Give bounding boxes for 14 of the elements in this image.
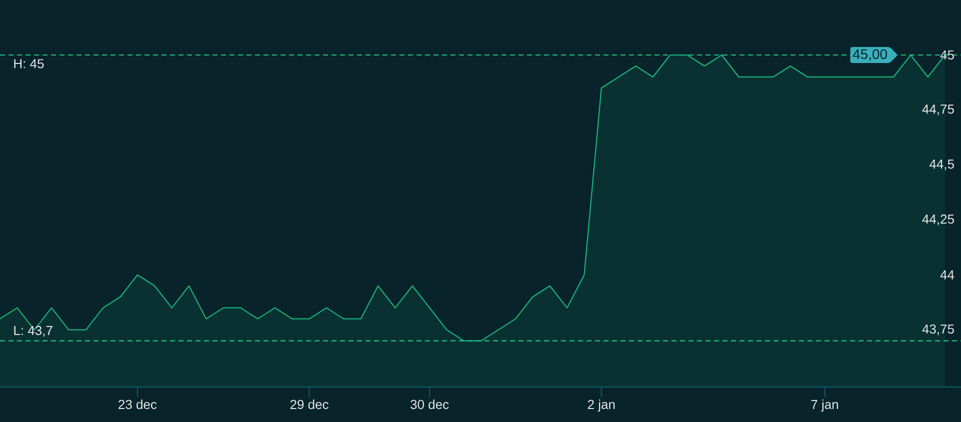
annotation: 45,00 (852, 49, 887, 61)
ref-line-label: L: 43,7 (14, 326, 52, 337)
x-tick-label: 29 dec (290, 400, 328, 410)
y-tick-label: 44,5 (929, 160, 954, 170)
y-tick-label: 44,25 (922, 214, 954, 226)
y-tick-label: 43,75 (922, 324, 954, 336)
ref-line-label: H: 45 (14, 59, 44, 68)
x-tick-label: 7 jan (811, 400, 838, 412)
x-tick-label: 2 jan (588, 400, 615, 412)
y-tick-label: 45 (940, 50, 954, 60)
y-tick-label: 44 (940, 270, 954, 280)
x-tick-label: 30 dec (410, 400, 449, 410)
y-tick-label: 44,75 (922, 104, 954, 116)
x-tick-label: 23 dec (118, 400, 157, 410)
